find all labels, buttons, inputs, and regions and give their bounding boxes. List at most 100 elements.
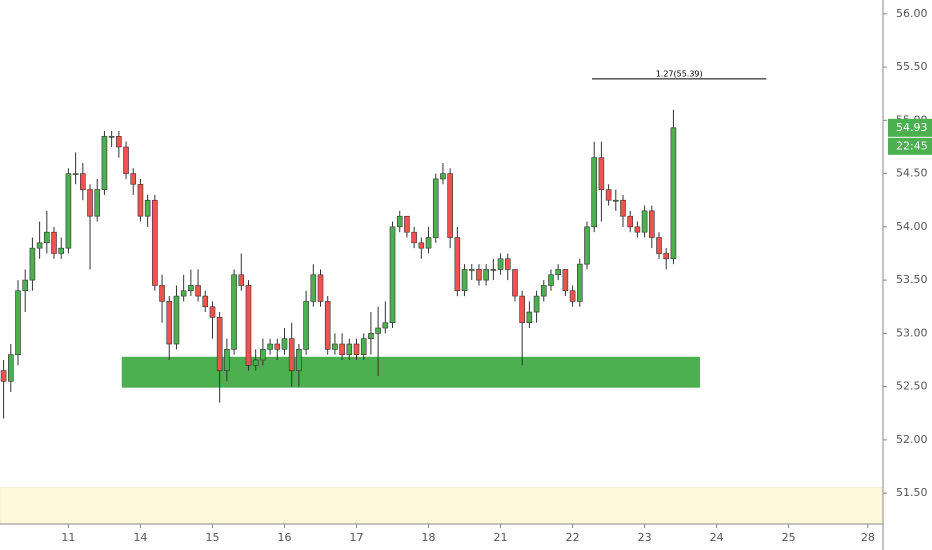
candle-body <box>483 269 489 281</box>
support-zone <box>121 356 701 388</box>
candle-body <box>382 322 389 329</box>
y-tick-label: 52.00 <box>896 433 928 446</box>
candle-body <box>504 258 511 270</box>
last-price-box <box>888 118 932 137</box>
candle-body <box>533 295 540 313</box>
x-tick-label: 22 <box>566 531 580 544</box>
candle-body <box>389 226 396 324</box>
candle-body <box>555 269 561 276</box>
candle-body <box>51 231 57 254</box>
y-tick-label: 54.00 <box>896 220 928 233</box>
candle-body <box>418 242 425 249</box>
candle-body <box>432 178 439 238</box>
candle-body <box>44 231 50 244</box>
x-tick-label: 18 <box>422 531 436 544</box>
candle-body <box>425 237 432 249</box>
candle-body <box>72 173 79 175</box>
candle-body <box>468 269 475 271</box>
candle-body <box>612 199 619 202</box>
candle-body <box>461 269 468 292</box>
candle-body <box>288 338 295 371</box>
candle-body <box>224 349 230 371</box>
candle-body <box>324 301 331 350</box>
candle-body <box>404 215 410 233</box>
candle-body <box>130 173 137 185</box>
candle-body <box>497 258 504 270</box>
candle-body <box>58 247 65 254</box>
candle-body <box>454 237 461 292</box>
countdown-label: 22:45 <box>896 139 928 152</box>
candle-body <box>94 189 101 217</box>
candle-body <box>670 127 677 260</box>
candle-body <box>216 317 223 371</box>
candle-body <box>512 269 518 297</box>
candle-body <box>649 210 655 238</box>
candle-body <box>144 199 151 217</box>
level-label: 1.27(55.39) <box>656 69 703 78</box>
x-tick-label: 17 <box>350 531 364 544</box>
candle-body <box>332 343 338 350</box>
x-tick-label: 16 <box>277 531 291 544</box>
candle-body <box>584 226 590 265</box>
x-tick-label: 25 <box>782 531 796 544</box>
candle-body <box>447 173 453 238</box>
candle-body <box>641 210 648 233</box>
candle-body <box>627 215 633 228</box>
y-tick-label: 51.50 <box>896 486 928 499</box>
candle-body <box>245 285 252 366</box>
candle-body <box>281 338 288 350</box>
x-tick-label: 23 <box>638 531 652 544</box>
candle-body <box>569 290 576 302</box>
candle-body <box>375 327 381 334</box>
candle-body <box>620 199 626 217</box>
candle-body <box>310 274 317 302</box>
y-tick-label: 53.50 <box>896 273 928 286</box>
candle-body <box>540 285 547 297</box>
candle-body <box>231 274 237 350</box>
candle-body <box>519 295 525 324</box>
candle-body <box>591 157 597 228</box>
x-tick-label: 11 <box>61 531 75 544</box>
candle-body <box>116 136 122 148</box>
candle-body <box>238 274 245 286</box>
candle-body <box>303 301 309 350</box>
candle-body <box>8 354 14 382</box>
candle-body <box>598 157 605 190</box>
candle-body <box>0 370 7 382</box>
y-tick-label: 54.50 <box>896 167 928 180</box>
candle-body <box>180 290 187 297</box>
y-tick-label: 55.50 <box>896 60 928 73</box>
x-tick-label: 15 <box>205 531 219 544</box>
x-tick-label: 21 <box>494 531 508 544</box>
candle-body <box>440 173 446 180</box>
candle-body <box>663 253 670 260</box>
last-price-label: 54.93 <box>896 121 928 134</box>
candle-body <box>166 301 173 345</box>
candle-body <box>317 274 324 302</box>
candle-body <box>360 338 367 355</box>
candle-body <box>209 306 216 318</box>
y-tick-label: 53.00 <box>896 326 928 339</box>
candle-body <box>634 226 641 233</box>
candle-body <box>260 349 266 361</box>
candle-body <box>526 311 533 324</box>
candle-body <box>296 349 302 371</box>
countdown-box <box>888 137 932 155</box>
candle-body <box>339 343 345 355</box>
candle-body <box>411 231 417 244</box>
candle-body <box>346 343 353 355</box>
candle-body <box>101 136 108 190</box>
candle-body <box>36 242 43 249</box>
candle-body <box>152 199 158 286</box>
candle-body <box>15 290 21 355</box>
candle-body <box>562 269 569 292</box>
candle-body <box>137 183 144 217</box>
y-tick-label: 52.50 <box>896 380 928 393</box>
candle-body <box>548 274 554 286</box>
candle-body <box>173 295 180 345</box>
candle-body <box>65 173 72 249</box>
candle-body <box>274 343 281 350</box>
candle-body <box>353 343 360 355</box>
candle-body <box>195 285 201 297</box>
